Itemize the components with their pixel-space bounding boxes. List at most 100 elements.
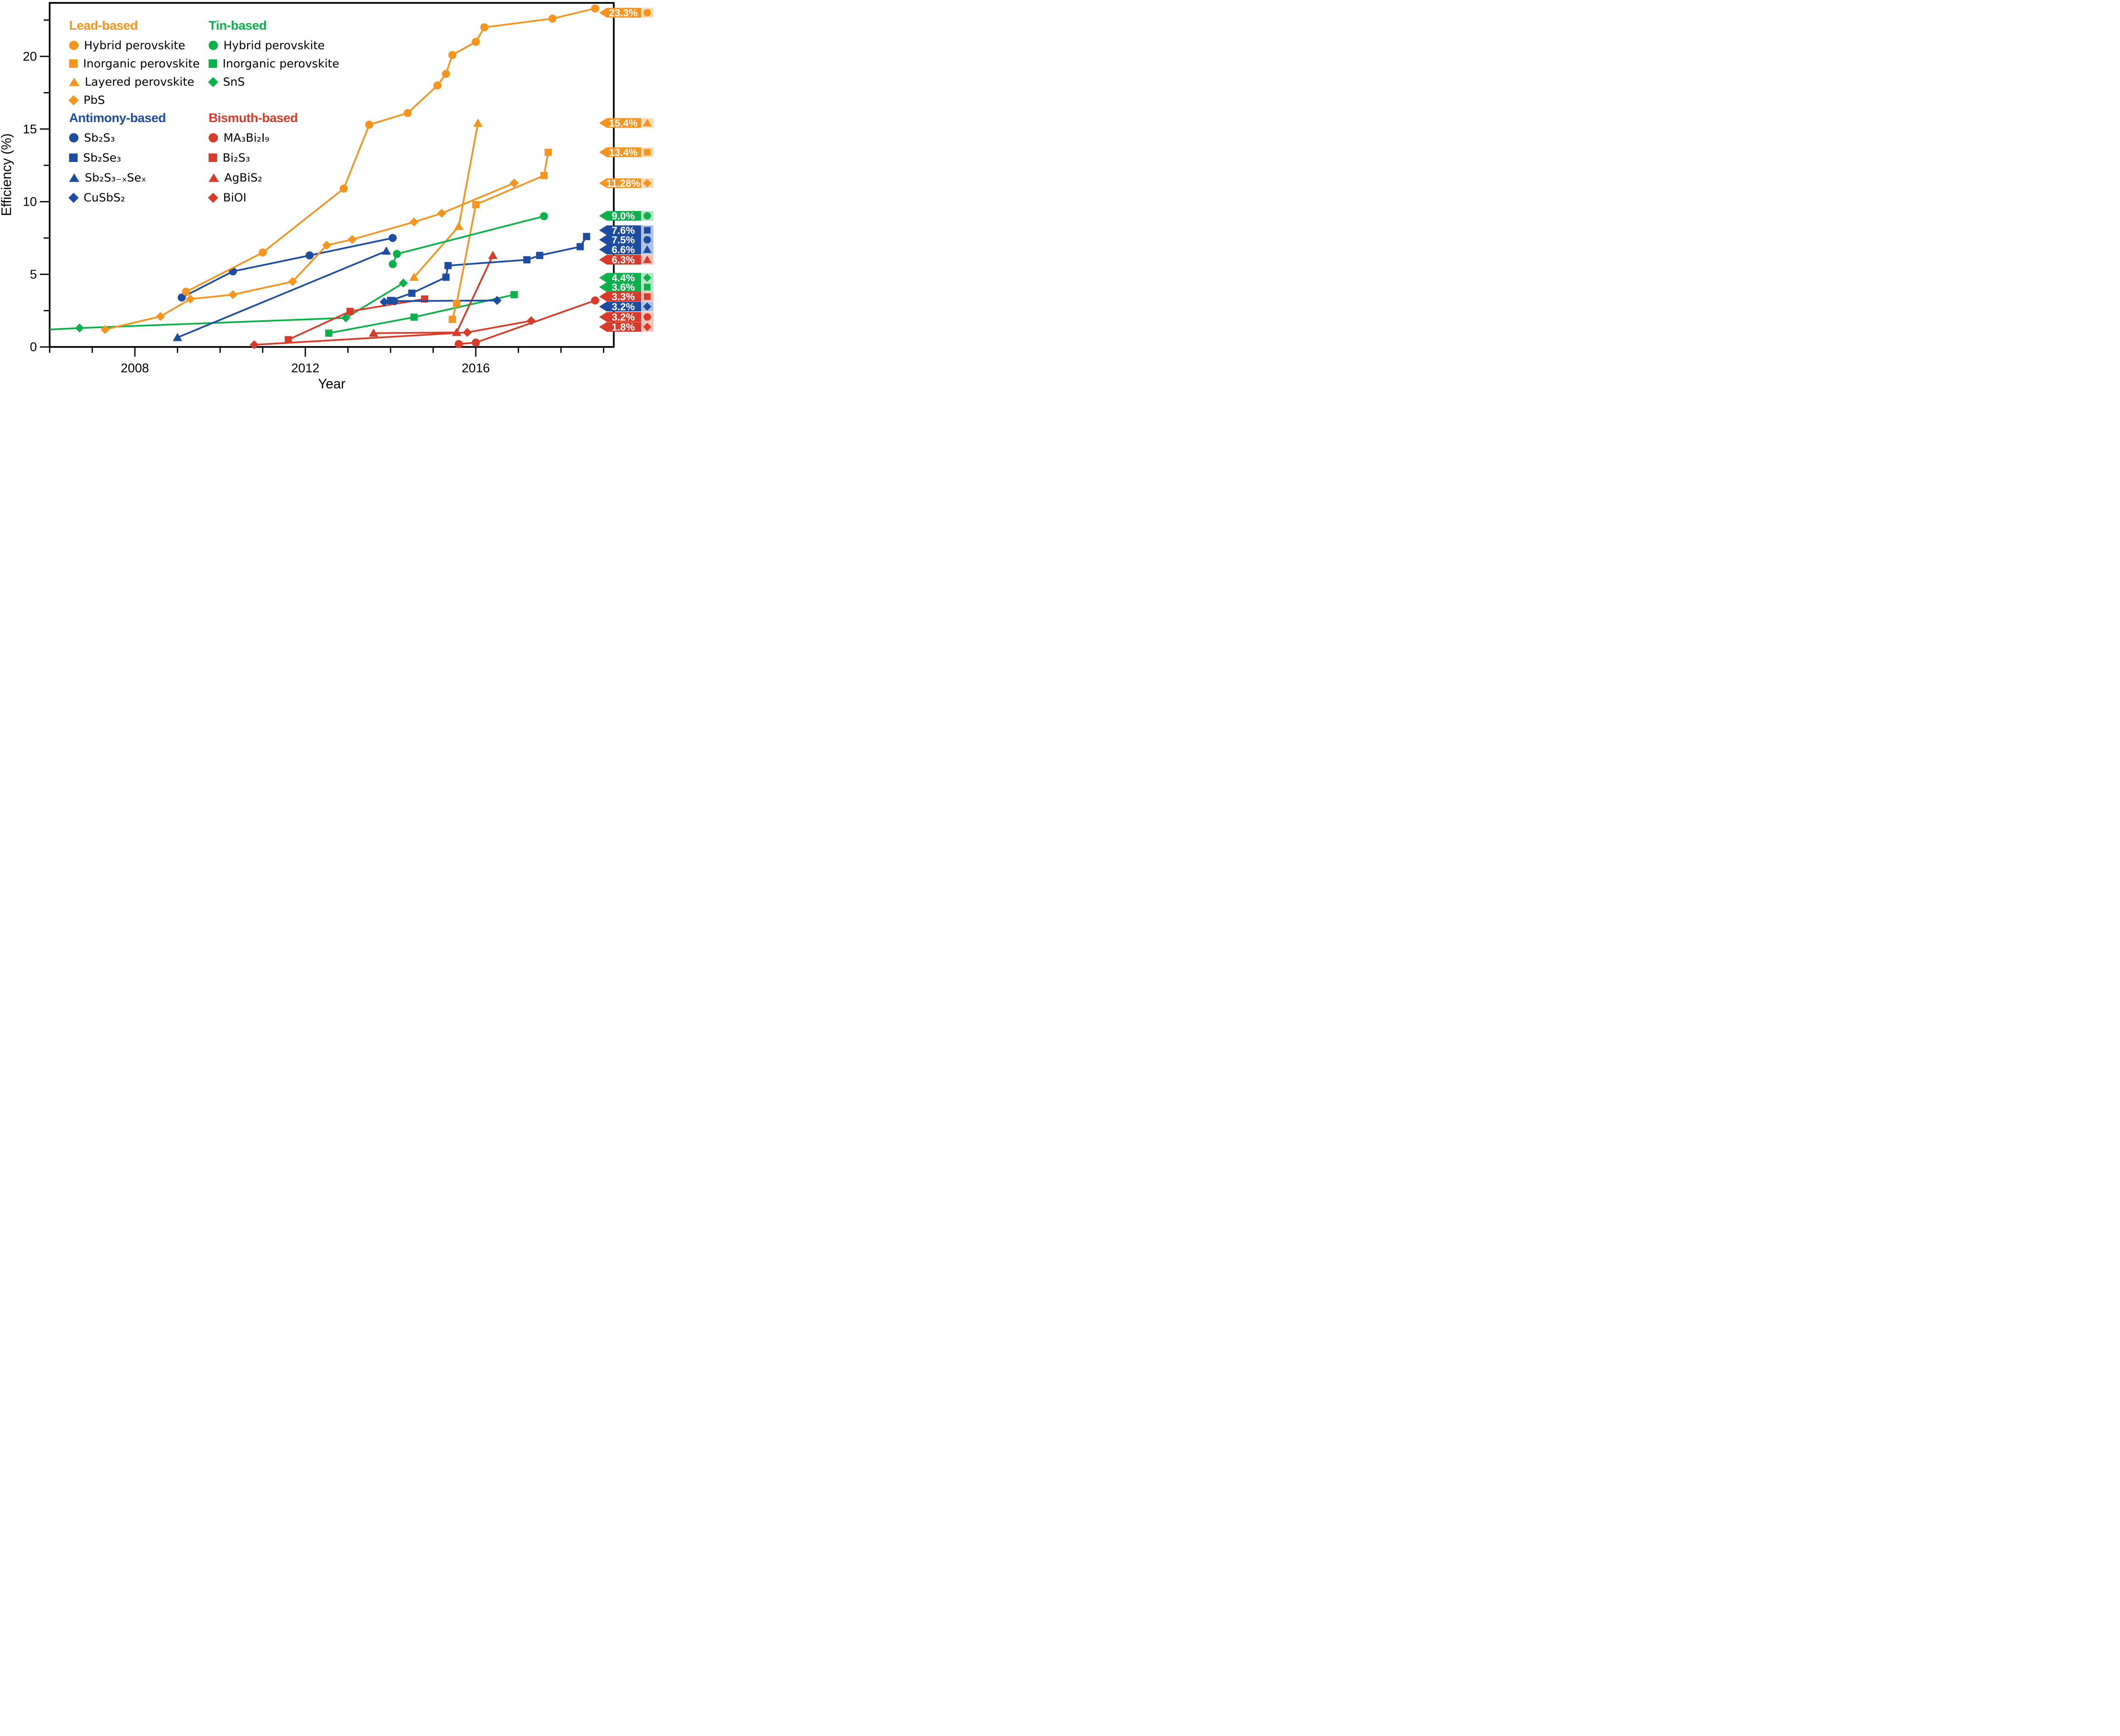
record-flag-bioi: 1.8% — [599, 322, 653, 333]
data-point-circle — [471, 338, 480, 347]
flag-arrow — [599, 225, 641, 235]
data-point-square — [536, 251, 544, 259]
data-point-circle — [455, 340, 463, 348]
data-point-circle — [480, 23, 488, 31]
flag-value-label: 3.2% — [612, 312, 635, 323]
record-flag-cusbs2: 3.2% — [599, 301, 653, 313]
series-line — [177, 250, 387, 338]
data-point-diamond — [409, 217, 418, 227]
flag-arrow — [599, 322, 641, 332]
data-point-triangle — [643, 245, 652, 253]
data-point-square — [410, 313, 418, 321]
data-point-triangle — [382, 246, 391, 255]
data-point-circle — [433, 81, 442, 90]
series-sb2se3 — [387, 233, 590, 304]
flag-arrow — [599, 147, 641, 157]
data-point-square — [472, 201, 480, 208]
flag-value-label: 3.6% — [612, 282, 635, 293]
series-pb-inorganic — [449, 148, 552, 323]
flag-value-label: 4.4% — [612, 273, 635, 284]
data-point-triangle — [488, 251, 498, 259]
flag-arrow — [599, 273, 641, 283]
series-sn-hybrid — [388, 212, 548, 268]
series-pb-hybrid — [182, 4, 599, 296]
data-point-circle — [448, 51, 457, 59]
data-point-diamond — [228, 290, 237, 299]
data-point-diamond — [379, 297, 389, 307]
data-point-circle — [540, 212, 548, 220]
record-flag-pb-layered: 15.4% — [599, 118, 653, 129]
data-point-circle — [591, 4, 599, 13]
flag-value-label: 3.3% — [612, 291, 635, 303]
data-point-square — [644, 227, 651, 234]
flag-arrow — [599, 292, 641, 301]
data-point-circle — [643, 9, 651, 17]
y-tick-label: 15 — [23, 122, 37, 136]
data-point-square — [346, 307, 354, 315]
flag-value-label: 3.2% — [612, 301, 635, 313]
data-point-square — [444, 262, 452, 269]
data-point-diamond — [492, 296, 502, 305]
data-point-diamond — [643, 323, 652, 331]
data-point-circle — [471, 38, 480, 46]
series-pb-layered — [409, 118, 483, 281]
y-axis: 0 5 10 15 20 Efficiency (%) — [0, 19, 49, 354]
record-flag-sn-hybrid: 9.0% — [599, 211, 653, 222]
y-tick-label: 10 — [23, 195, 37, 209]
data-point-circle — [388, 234, 397, 242]
series-line — [390, 236, 588, 301]
data-point-square — [523, 256, 531, 264]
series-sb2s3 — [178, 234, 397, 302]
flag-value-label: 9.0% — [612, 211, 635, 222]
record-flag-bi2s3: 3.3% — [599, 291, 653, 303]
plot-border — [49, 2, 615, 348]
x-tick-label: 2016 — [462, 361, 490, 375]
data-point-diamond — [399, 278, 408, 288]
flag-arrow — [599, 245, 641, 254]
y-tick-label: 5 — [30, 268, 37, 282]
y-tick-label: 0 — [30, 340, 37, 354]
data-point-circle — [442, 70, 450, 78]
x-tick-label: 2012 — [291, 361, 320, 375]
data-point-circle — [340, 184, 348, 193]
data-point-diamond — [156, 312, 165, 321]
flag-value-label: 13.4% — [609, 147, 638, 159]
series-sb2s3xsex — [173, 246, 391, 341]
x-axis-title: Year — [318, 376, 346, 391]
data-point-circle — [643, 313, 651, 321]
data-point-diamond — [463, 328, 472, 337]
data-point-triangle — [173, 332, 182, 341]
flag-arrow — [599, 301, 641, 312]
record-flag-sns: 4.4% — [599, 273, 653, 284]
data-point-triangle — [643, 255, 652, 263]
data-point-circle — [403, 109, 412, 117]
x-axis: 2008 2012 2016 Year — [49, 348, 605, 391]
series-ma3bi2i9 — [455, 296, 599, 348]
data-point-diamond — [186, 294, 195, 304]
data-point-circle — [305, 251, 314, 260]
data-point-circle — [259, 248, 267, 257]
data-point-diamond — [643, 302, 652, 311]
data-point-circle — [643, 212, 651, 220]
flag-value-label: 23.3% — [609, 8, 638, 19]
flag-arrow — [599, 118, 641, 128]
series-sns — [50, 278, 408, 333]
x-tick-label: 2008 — [121, 361, 149, 375]
record-flag-ma3bi2i9: 3.2% — [599, 312, 653, 323]
y-tick-label: 20 — [23, 50, 37, 64]
record-flag-sn-inorganic: 3.6% — [599, 282, 653, 293]
data-point-square — [453, 299, 460, 307]
data-point-circle — [393, 250, 401, 258]
data-point-square — [540, 172, 548, 179]
chart-figure: 2008 2012 2016 Year 0 5 10 15 20 Efficiency (%) 23… — [0, 0, 655, 394]
record-flag-pbs: 11.28% — [599, 178, 653, 190]
data-point-diamond — [322, 240, 331, 250]
data-point-circle — [365, 120, 374, 129]
flag-value-label: 11.28% — [606, 178, 640, 190]
data-point-triangle — [452, 327, 461, 336]
data-point-square — [408, 289, 416, 297]
data-point-triangle — [368, 328, 378, 337]
data-point-square — [449, 315, 456, 323]
record-flag-pb-hybrid: 23.3% — [599, 8, 653, 19]
data-point-circle — [182, 287, 190, 296]
